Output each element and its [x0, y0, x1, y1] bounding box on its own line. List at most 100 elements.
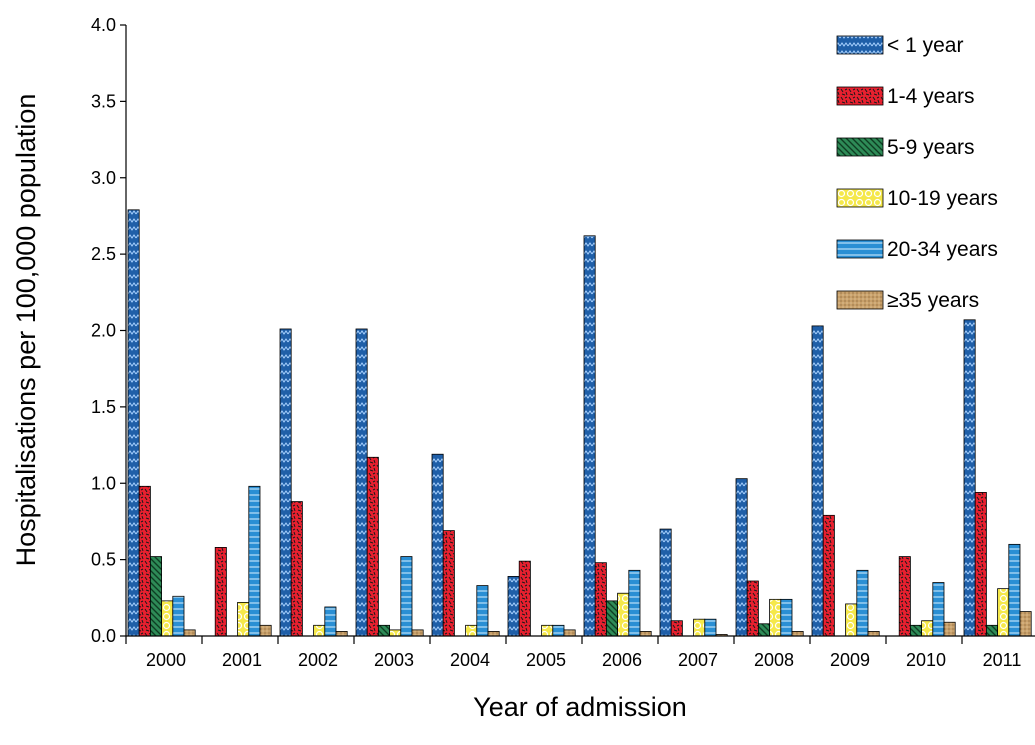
y-tick-label: 1.5 [91, 397, 116, 417]
bar-circles-2011 [997, 588, 1010, 637]
bar-dots-2003 [411, 629, 424, 637]
bar-horizontal-2003 [400, 556, 413, 637]
legend-swatch-horizontal [836, 239, 884, 259]
bar-diagonal-2008 [758, 623, 771, 637]
bar-diagonal-2006 [606, 600, 619, 637]
bar-zigzag-2004 [431, 453, 444, 637]
bar-dashes-2007 [670, 620, 683, 637]
legend-label: 1-4 years [887, 85, 975, 108]
bar-dots-2006 [639, 631, 652, 637]
x-tick-label: 2005 [526, 650, 566, 670]
bar-circles-2000 [161, 600, 174, 637]
y-tick-label: 2.0 [91, 321, 116, 341]
legend-swatch-diagonal [836, 137, 884, 157]
y-axis-ticks: 0.0 0.5 1.0 1.5 2.0 2.5 3.0 3.5 4.0 [91, 15, 126, 646]
bar-series-group [127, 209, 1032, 637]
bar-horizontal-2010 [932, 582, 945, 637]
y-tick-label: 1.0 [91, 473, 116, 493]
bar-dots-2005 [563, 629, 576, 637]
bar-circles-2003 [389, 629, 402, 637]
y-tick-label: 4.0 [91, 15, 116, 35]
legend: < 1 year 1-4 years 5-9 years 10-19 years 20-… [836, 34, 998, 312]
bar-dots-2011 [1019, 611, 1032, 637]
x-axis-ticks: 2000 2001 2002 2003 2004 2005 2006 2007 2008 2009… [125, 636, 1022, 670]
bar-dots-2010 [943, 621, 956, 637]
legend-swatch-zigzag [836, 35, 884, 55]
bar-diagonal-2010 [910, 624, 923, 637]
x-tick-label: 2000 [146, 650, 186, 670]
bar-zigzag-2000 [127, 209, 140, 637]
x-tick-label: 2003 [374, 650, 414, 670]
bar-circles-2001 [237, 601, 250, 637]
legend-label: 20-34 years [887, 238, 998, 261]
bar-zigzag-2007 [659, 528, 672, 637]
bar-dashes-2004 [442, 530, 455, 637]
y-tick-label: 0.0 [91, 626, 116, 646]
bar-diagonal-2000 [149, 556, 162, 637]
legend-swatch-circles [836, 188, 884, 208]
bar-dashes-2011 [974, 492, 987, 637]
legend-label: < 1 year [887, 34, 963, 57]
bar-zigzag-2008 [735, 478, 748, 637]
x-tick-label: 2004 [450, 650, 490, 670]
x-tick-label: 2011 [983, 650, 1022, 670]
bar-horizontal-2005 [552, 624, 565, 637]
bar-zigzag-2011 [963, 319, 976, 637]
bar-dots-2002 [335, 631, 348, 637]
bar-dots-2000 [183, 629, 196, 637]
bar-zigzag-2003 [355, 328, 368, 637]
bar-dots-2001 [259, 624, 272, 637]
x-axis-title: Year of admission [473, 692, 687, 722]
legend-label: 5-9 years [887, 136, 975, 159]
x-tick-label: 2008 [754, 650, 794, 670]
bar-circles-2002 [313, 624, 326, 637]
bar-horizontal-2000 [172, 595, 185, 637]
bar-zigzag-2006 [583, 235, 596, 637]
y-tick-label: 3.0 [91, 168, 116, 188]
bar-horizontal-2009 [856, 569, 869, 637]
bar-dashes-2006 [594, 562, 607, 637]
legend-label: ≥35 years [887, 289, 979, 312]
x-tick-label: 2001 [222, 650, 262, 670]
bar-horizontal-2011 [1008, 543, 1021, 637]
bar-dots-2009 [867, 631, 880, 637]
bar-dashes-2002 [290, 501, 303, 637]
x-tick-label: 2009 [830, 650, 870, 670]
bar-dots-2004 [487, 631, 500, 637]
bar-zigzag-2002 [279, 328, 292, 637]
bar-dashes-2009 [822, 514, 835, 637]
bar-dashes-2000 [138, 485, 151, 637]
bar-horizontal-2001 [248, 485, 261, 637]
bar-diagonal-2011 [986, 624, 999, 637]
bar-zigzag-2005 [507, 576, 520, 637]
bar-horizontal-2002 [324, 606, 337, 637]
bar-circles-2006 [617, 592, 630, 637]
bar-horizontal-2004 [476, 585, 489, 637]
bar-horizontal-2007 [704, 618, 717, 637]
x-tick-label: 2006 [602, 650, 642, 670]
x-tick-label: 2010 [906, 650, 946, 670]
bar-circles-2004 [465, 624, 478, 637]
x-tick-label: 2007 [678, 650, 718, 670]
legend-swatch-dashes [836, 86, 884, 106]
bar-circles-2008 [769, 598, 782, 637]
bar-circles-2007 [693, 618, 706, 637]
y-tick-label: 0.5 [91, 550, 116, 570]
bar-horizontal-2006 [628, 569, 641, 637]
x-tick-label: 2002 [298, 650, 338, 670]
legend-label: 10-19 years [887, 187, 998, 210]
bar-dashes-2005 [518, 560, 531, 637]
bar-diagonal-2003 [377, 624, 390, 637]
bar-circles-2010 [921, 620, 934, 637]
bar-dashes-2010 [898, 556, 911, 637]
bar-circles-2009 [845, 603, 858, 637]
y-tick-label: 2.5 [91, 244, 116, 264]
bar-dashes-2001 [214, 547, 227, 637]
bar-dots-2008 [791, 631, 804, 637]
bar-dashes-2008 [746, 580, 759, 637]
bar-horizontal-2008 [780, 598, 793, 637]
y-tick-label: 3.5 [91, 91, 116, 111]
bar-dashes-2003 [366, 456, 379, 637]
